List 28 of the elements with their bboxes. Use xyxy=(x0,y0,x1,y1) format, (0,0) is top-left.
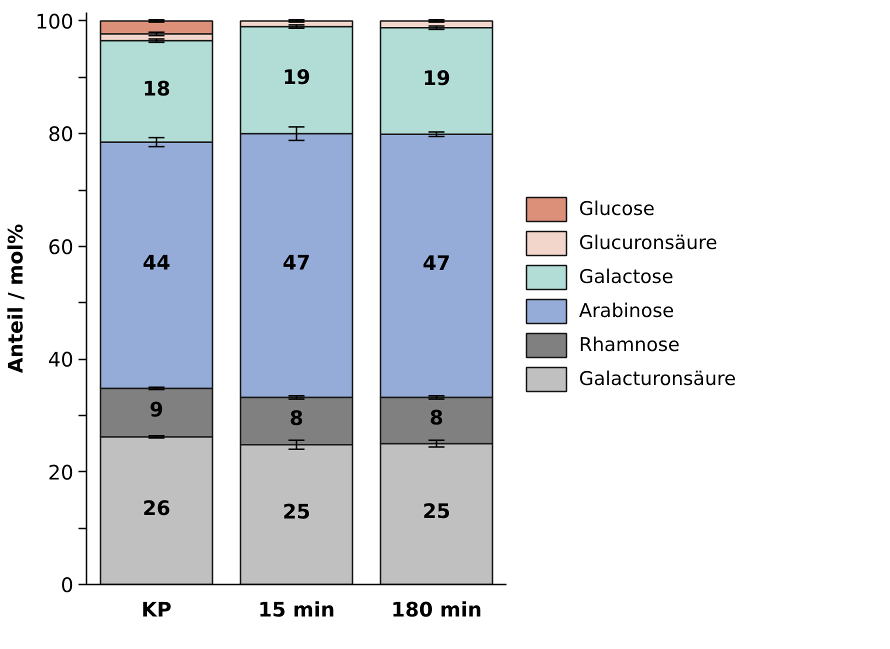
legend-label: Glucuronsäure xyxy=(579,232,718,254)
legend-label: Glucose xyxy=(579,198,655,220)
y-tick-label: 60 xyxy=(48,234,74,259)
legend-label: Galactose xyxy=(579,266,674,288)
data-label: 25 xyxy=(282,500,310,524)
y-tick-label: 40 xyxy=(48,348,74,372)
data-label: 47 xyxy=(282,250,310,275)
data-label: 47 xyxy=(422,250,450,275)
data-label: 8 xyxy=(430,406,444,430)
y-axis-title: Anteil / mol% xyxy=(3,224,28,374)
x-tick-label: 15 min xyxy=(258,598,335,622)
data-label: 18 xyxy=(142,76,170,101)
legend-label: Arabinose xyxy=(579,300,674,322)
legend-label: Galacturonsäure xyxy=(579,368,736,390)
x-tick-label: KP xyxy=(141,598,172,622)
y-tick-label: 80 xyxy=(48,122,74,146)
y-tick-label: 0 xyxy=(60,573,74,597)
data-label: 25 xyxy=(422,499,450,524)
data-label: 19 xyxy=(422,66,450,90)
y-tick-label: 20 xyxy=(48,460,74,484)
data-label: 8 xyxy=(290,406,304,430)
y-tick-label: 100 xyxy=(35,9,74,34)
data-label: 9 xyxy=(150,398,164,422)
data-label: 44 xyxy=(142,250,170,274)
legend-label: Rhamnose xyxy=(579,334,680,356)
x-tick-label: 180 min xyxy=(391,598,482,622)
data-label: 26 xyxy=(142,496,170,520)
data-label: 19 xyxy=(282,65,310,90)
